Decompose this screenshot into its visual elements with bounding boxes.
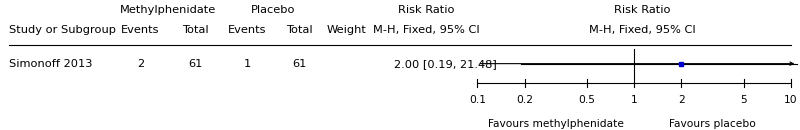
Text: 61: 61 [292,59,306,69]
Text: 1: 1 [244,59,251,69]
Text: 5: 5 [741,95,747,105]
Text: Total: Total [182,25,209,35]
Text: Favours placebo: Favours placebo [669,119,756,129]
Text: 0.5: 0.5 [578,95,595,105]
Text: Favours methylphenidate: Favours methylphenidate [488,119,624,129]
Text: 10: 10 [784,95,798,105]
Text: 2: 2 [137,59,144,69]
Text: Study or Subgroup: Study or Subgroup [10,25,116,35]
Text: Total: Total [286,25,312,35]
Text: Risk Ratio: Risk Ratio [398,5,454,15]
Text: Simonoff 2013: Simonoff 2013 [10,59,93,69]
Text: Weight: Weight [326,25,366,35]
Text: Placebo: Placebo [251,5,295,15]
Text: M-H, Fixed, 95% CI: M-H, Fixed, 95% CI [589,25,695,35]
Text: 2: 2 [678,95,685,105]
Text: 0.2: 0.2 [516,95,533,105]
Text: Events: Events [121,25,159,35]
Text: Risk Ratio: Risk Ratio [614,5,670,15]
Text: Methylphenidate: Methylphenidate [120,5,216,15]
Text: M-H, Fixed, 95% CI: M-H, Fixed, 95% CI [373,25,479,35]
Text: 1: 1 [631,95,638,105]
Text: 2.00 [0.19, 21.48]: 2.00 [0.19, 21.48] [394,59,497,69]
Text: 61: 61 [189,59,203,69]
Text: Events: Events [228,25,266,35]
Text: 0.1: 0.1 [469,95,486,105]
